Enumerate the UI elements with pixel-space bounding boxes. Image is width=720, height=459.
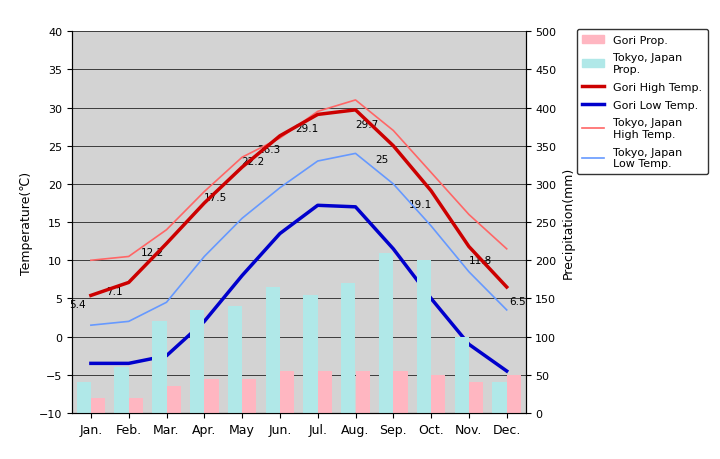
Text: 29.1: 29.1 [295, 124, 318, 134]
Bar [76, 383, 91, 413]
Bar [91, 398, 105, 413]
Text: 26.3: 26.3 [257, 145, 280, 155]
Bar [152, 322, 166, 413]
Bar [379, 253, 393, 413]
Bar [129, 398, 143, 413]
Text: 17.5: 17.5 [204, 193, 227, 203]
Bar [393, 371, 408, 413]
Text: 22.2: 22.2 [242, 157, 265, 167]
Bar [318, 371, 332, 413]
Bar [280, 371, 294, 413]
Bar [341, 284, 356, 413]
Bar [454, 337, 469, 413]
Y-axis label: Temperature(℃): Temperature(℃) [20, 171, 33, 274]
Bar [417, 261, 431, 413]
Bar [166, 386, 181, 413]
Y-axis label: Precipitation(mm): Precipitation(mm) [562, 167, 575, 279]
Bar [431, 375, 446, 413]
Bar [190, 310, 204, 413]
Bar [469, 383, 483, 413]
Bar [303, 295, 318, 413]
Legend: Gori Prop., Tokyo, Japan
Prop., Gori High Temp., Gori Low Temp., Tokyo, Japan
Hi: Gori Prop., Tokyo, Japan Prop., Gori Hig… [577, 30, 708, 174]
Text: 5.4: 5.4 [68, 299, 86, 309]
Bar [204, 379, 219, 413]
Text: 6.5: 6.5 [510, 296, 526, 306]
Bar [356, 371, 370, 413]
Text: 25: 25 [376, 155, 389, 165]
Text: 12.2: 12.2 [141, 247, 164, 257]
Text: 29.7: 29.7 [355, 119, 378, 129]
Bar [507, 375, 521, 413]
Text: 7.1: 7.1 [107, 286, 123, 296]
Text: 19.1: 19.1 [408, 200, 431, 210]
Bar [114, 367, 129, 413]
Bar [492, 383, 507, 413]
Text: 11.8: 11.8 [469, 256, 492, 266]
Bar [242, 379, 256, 413]
Bar [266, 287, 280, 413]
Bar [228, 307, 242, 413]
